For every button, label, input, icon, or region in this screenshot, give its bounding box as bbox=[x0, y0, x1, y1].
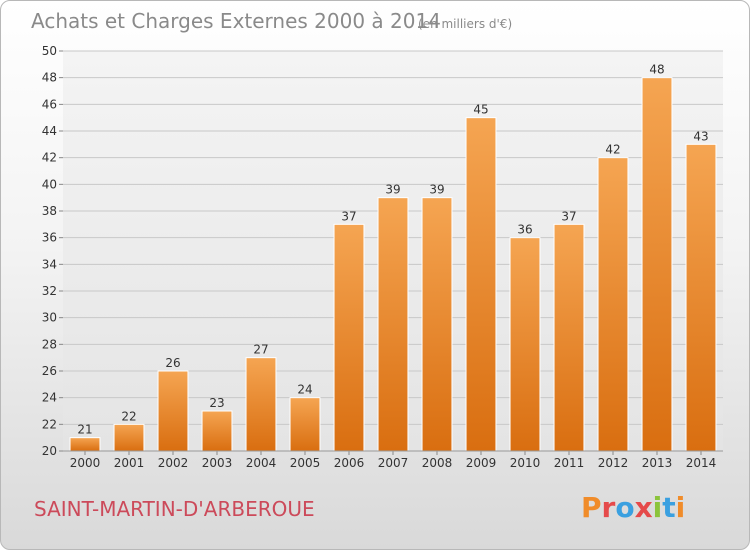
value-label: 26 bbox=[165, 356, 180, 370]
y-tick-label: 22 bbox=[42, 417, 57, 431]
value-label: 37 bbox=[341, 209, 356, 223]
bar-2012 bbox=[597, 157, 629, 452]
x-tick-label: 2005 bbox=[290, 456, 321, 470]
x-tick-label: 2010 bbox=[510, 456, 541, 470]
bars bbox=[69, 77, 717, 452]
bar-2010 bbox=[509, 237, 541, 452]
value-label: 39 bbox=[429, 183, 444, 197]
value-labels: 21 22 26 23 27 24 37 39 39 45 36 37 42 48 43 bbox=[77, 63, 708, 437]
y-tick-label: 36 bbox=[42, 231, 57, 245]
logo-letter: P bbox=[581, 491, 602, 524]
value-label: 37 bbox=[561, 209, 576, 223]
value-label: 22 bbox=[121, 409, 136, 423]
y-tick-label: 28 bbox=[42, 337, 57, 351]
value-label: 23 bbox=[209, 396, 224, 410]
chart-subtitle: (en milliers d'€) bbox=[418, 17, 512, 31]
y-tick-label: 50 bbox=[42, 44, 57, 58]
bar-2006 bbox=[333, 223, 365, 452]
chart-title: Achats et Charges Externes 2000 à 2014 bbox=[31, 9, 441, 33]
y-tick-label: 38 bbox=[42, 204, 57, 218]
bar-2000 bbox=[69, 437, 101, 452]
x-tick-label: 2003 bbox=[202, 456, 233, 470]
y-tick-label: 26 bbox=[42, 364, 57, 378]
x-tick-label: 2004 bbox=[246, 456, 277, 470]
logo-letter: x bbox=[635, 491, 653, 524]
value-label: 45 bbox=[473, 103, 488, 117]
y-tick-label: 30 bbox=[42, 311, 57, 325]
bar-2002 bbox=[157, 370, 189, 452]
value-label: 27 bbox=[253, 343, 268, 357]
x-tick-label: 2000 bbox=[70, 456, 101, 470]
commune-name: SAINT-MARTIN-D'ARBEROUE bbox=[34, 497, 315, 521]
y-axis-ticks: 20 22 24 26 28 30 32 34 36 38 40 42 44 46 48 50 bbox=[42, 44, 63, 458]
value-label: 42 bbox=[605, 143, 620, 157]
x-tick-label: 2011 bbox=[554, 456, 585, 470]
x-tick-label: 2008 bbox=[422, 456, 453, 470]
x-axis-ticks: 2000 2001 2002 2003 2004 2005 2006 2007 2008 2009… bbox=[70, 451, 717, 470]
y-tick-label: 32 bbox=[42, 284, 57, 298]
y-tick-label: 20 bbox=[42, 444, 57, 458]
logo-letter: o bbox=[615, 491, 634, 524]
logo-letter: i bbox=[653, 491, 663, 524]
proxiti-logo: Proxiti bbox=[581, 491, 685, 524]
y-tick-label: 24 bbox=[42, 391, 57, 405]
value-label: 24 bbox=[297, 383, 312, 397]
bar-2008 bbox=[421, 197, 453, 452]
x-tick-label: 2001 bbox=[114, 456, 145, 470]
bar-2011 bbox=[553, 223, 585, 452]
x-tick-label: 2012 bbox=[598, 456, 629, 470]
y-tick-label: 48 bbox=[42, 71, 57, 85]
value-label: 36 bbox=[517, 223, 532, 237]
y-tick-label: 42 bbox=[42, 151, 57, 165]
bar-2004 bbox=[245, 357, 277, 452]
x-tick-label: 2007 bbox=[378, 456, 409, 470]
bar-2005 bbox=[289, 397, 321, 452]
value-label: 39 bbox=[385, 183, 400, 197]
y-tick-label: 34 bbox=[42, 257, 57, 271]
value-label: 48 bbox=[649, 63, 664, 77]
bar-2013 bbox=[641, 77, 673, 452]
x-tick-label: 2013 bbox=[642, 456, 673, 470]
x-tick-label: 2014 bbox=[686, 456, 717, 470]
y-tick-label: 40 bbox=[42, 177, 57, 191]
bar-2001 bbox=[113, 423, 145, 452]
x-tick-label: 2006 bbox=[334, 456, 365, 470]
logo-letter: t bbox=[662, 491, 675, 524]
bar-2014 bbox=[685, 143, 717, 452]
x-tick-label: 2002 bbox=[158, 456, 189, 470]
logo-letter: i bbox=[676, 491, 686, 524]
bar-2003 bbox=[201, 410, 233, 452]
y-tick-label: 44 bbox=[42, 124, 57, 138]
bar-2009 bbox=[465, 117, 497, 452]
value-label: 43 bbox=[693, 129, 708, 143]
bar-2007 bbox=[377, 197, 409, 452]
value-label: 21 bbox=[77, 423, 92, 437]
y-tick-label: 46 bbox=[42, 97, 57, 111]
logo-letter: r bbox=[602, 491, 616, 524]
x-tick-label: 2009 bbox=[466, 456, 497, 470]
